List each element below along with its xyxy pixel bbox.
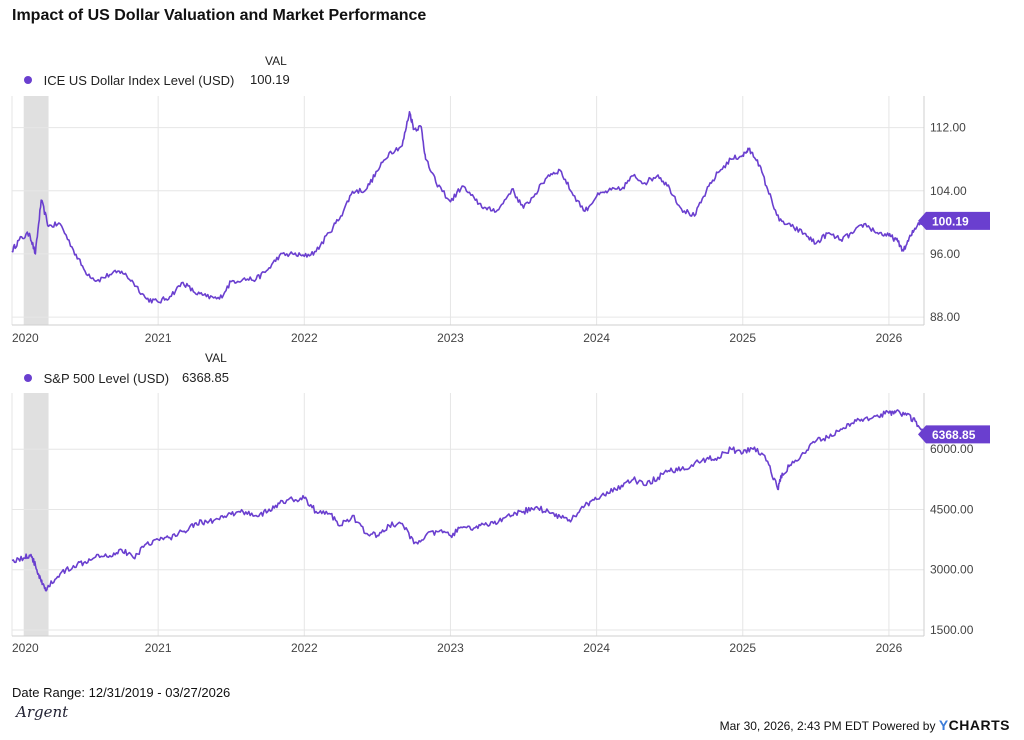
x-tick-label: 2023	[437, 641, 464, 655]
x-tick-label: 2020	[12, 641, 39, 655]
series-dot-icon	[24, 75, 32, 84]
y-tick-label: 112.00	[930, 121, 966, 135]
x-tick-label: 2026	[876, 641, 903, 655]
x-tick-label: 2025	[729, 641, 756, 655]
ycharts-brand-text: CHARTS	[948, 717, 1010, 733]
y-tick-label: 6000.00	[930, 442, 974, 456]
series-line	[11, 409, 925, 592]
y-tick-label: 3000.00	[930, 563, 974, 577]
x-tick-label: 2024	[583, 331, 610, 345]
x-tick-label: 2021	[145, 641, 172, 655]
ycharts-logo[interactable]: YCHARTS	[939, 717, 1010, 733]
legend-value: 100.19	[250, 72, 290, 87]
legend-item-sp500[interactable]: S&P 500 Level (USD) 6368.85	[24, 370, 264, 386]
series-line	[11, 111, 925, 304]
y-tick-label: 4500.00	[930, 502, 974, 516]
x-tick-label: 2023	[437, 331, 464, 345]
x-tick-label: 2024	[583, 641, 610, 655]
x-tick-label: 2022	[291, 331, 318, 345]
last-value-label: 100.19	[932, 214, 969, 228]
argent-logo: Argent	[16, 703, 69, 721]
series-dot-icon	[24, 373, 32, 382]
x-tick-label: 2026	[876, 331, 903, 345]
legend-item-dollar-index[interactable]: ICE US Dollar Index Level (USD) 100.19	[24, 72, 304, 88]
x-tick-label: 2021	[145, 331, 172, 345]
legend-label: S&P 500 Level (USD)	[43, 371, 170, 387]
x-tick-label: 2025	[729, 331, 756, 345]
footer-timestamp: Mar 30, 2026, 2:43 PM EDT Powered by YCH…	[720, 717, 1010, 733]
legend-label: ICE US Dollar Index Level (USD)	[43, 73, 235, 89]
y-tick-label: 104.00	[930, 184, 967, 198]
timestamp-text: Mar 30, 2026, 2:43 PM EDT Powered by	[719, 719, 936, 733]
last-value-tag	[918, 211, 990, 230]
value-column-header: VAL	[265, 54, 287, 68]
y-tick-label: 88.00	[930, 310, 960, 324]
last-value-label: 6368.85	[932, 428, 976, 442]
last-value-tag	[918, 425, 990, 444]
x-tick-label: 2022	[291, 641, 318, 655]
y-tick-label: 96.00	[930, 247, 960, 261]
date-range: Date Range: 12/31/2019 - 03/27/2026	[12, 685, 231, 700]
legend-value: 6368.85	[182, 370, 229, 385]
recession-band	[23, 393, 49, 636]
value-column-header: VAL	[205, 351, 227, 365]
x-tick-label: 2020	[12, 331, 39, 345]
y-tick-label: 1500.00	[930, 623, 974, 637]
ycharts-y-icon: Y	[938, 717, 949, 733]
page-title: Impact of US Dollar Valuation and Market…	[12, 7, 427, 24]
